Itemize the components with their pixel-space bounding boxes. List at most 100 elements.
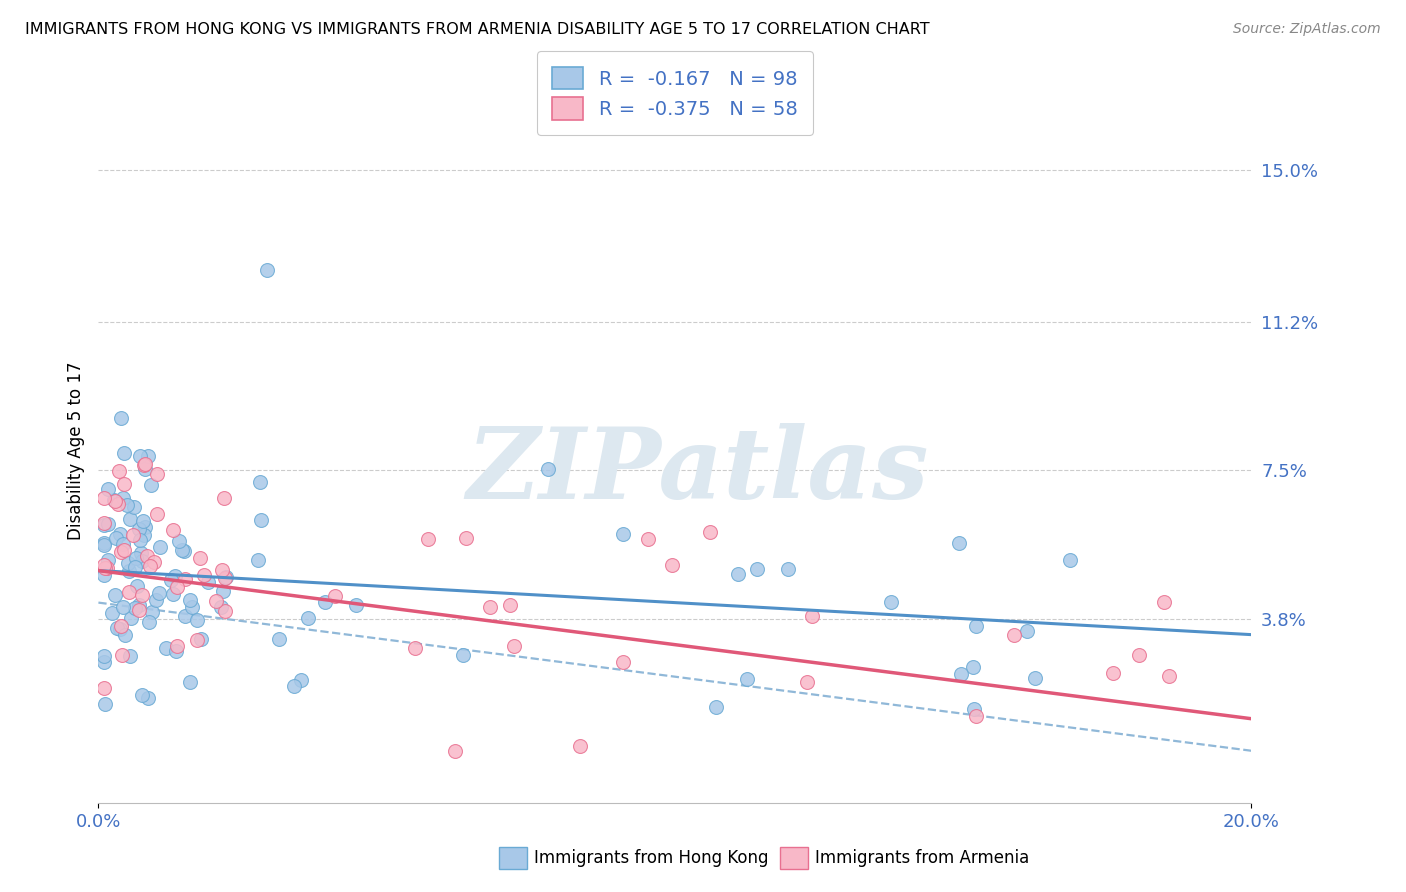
Point: [93, 516, 115, 530]
Point: [190, 632, 212, 646]
Point: [267, 632, 290, 647]
Point: [166, 640, 188, 654]
Point: [211, 562, 233, 576]
Point: [166, 580, 188, 594]
Point: [209, 599, 232, 614]
Point: [118, 512, 141, 526]
Text: ZIPatlas: ZIPatlas: [467, 424, 929, 520]
Point: [212, 491, 235, 506]
Point: [110, 648, 132, 662]
Point: [104, 494, 127, 508]
Point: [155, 640, 177, 655]
Point: [121, 528, 143, 542]
Point: [314, 595, 336, 609]
Point: [499, 598, 522, 612]
Point: [132, 515, 155, 529]
Point: [118, 585, 141, 599]
Point: [131, 588, 153, 602]
Point: [149, 541, 172, 555]
Point: [962, 702, 984, 716]
Point: [453, 648, 475, 662]
Point: [93, 538, 115, 552]
Point: [214, 571, 236, 585]
Point: [112, 600, 135, 615]
Point: [124, 601, 146, 615]
Point: [1159, 669, 1181, 683]
Point: [128, 523, 150, 537]
Point: [148, 585, 170, 599]
Point: [404, 640, 426, 655]
Point: [283, 679, 305, 693]
Text: IMMIGRANTS FROM HONG KONG VS IMMIGRANTS FROM ARMENIA DISABILITY AGE 5 TO 17 CORR: IMMIGRANTS FROM HONG KONG VS IMMIGRANTS …: [25, 22, 929, 37]
Point: [107, 497, 129, 511]
Point: [141, 605, 163, 619]
Point: [950, 666, 973, 681]
Point: [478, 600, 501, 615]
Point: [138, 615, 160, 629]
Legend: R =  -0.167   N = 98, R =  -0.375   N = 58: R = -0.167 N = 98, R = -0.375 N = 58: [537, 52, 813, 136]
Point: [165, 644, 187, 658]
Point: [179, 593, 201, 607]
Point: [962, 659, 984, 673]
Point: [93, 655, 115, 669]
Point: [129, 449, 152, 463]
Point: [745, 562, 768, 576]
Point: [134, 458, 156, 472]
Point: [110, 545, 132, 559]
Point: [162, 587, 184, 601]
Point: [124, 559, 146, 574]
Point: [96, 561, 118, 575]
Point: [880, 594, 903, 608]
Point: [124, 500, 146, 514]
Point: [101, 607, 124, 621]
Point: [211, 583, 233, 598]
Point: [112, 446, 135, 460]
Point: [735, 673, 758, 687]
Point: [93, 558, 115, 572]
Point: [134, 520, 156, 534]
Point: [444, 744, 467, 758]
Point: [125, 551, 148, 566]
Point: [118, 649, 141, 664]
Point: [1015, 624, 1038, 638]
Point: [727, 566, 749, 581]
Point: [128, 602, 150, 616]
Point: [193, 567, 215, 582]
Point: [418, 532, 440, 546]
Point: [205, 594, 228, 608]
Point: [181, 599, 204, 614]
Point: [188, 551, 211, 566]
Point: [165, 568, 187, 582]
Point: [661, 558, 683, 572]
Point: [1024, 671, 1046, 685]
Point: [290, 673, 312, 687]
Point: [637, 532, 659, 546]
Point: [948, 535, 970, 549]
Point: [179, 674, 201, 689]
Point: [145, 593, 167, 607]
Point: [132, 527, 155, 541]
Point: [117, 557, 139, 571]
Point: [256, 263, 278, 277]
Point: [704, 699, 727, 714]
Y-axis label: Disability Age 5 to 17: Disability Age 5 to 17: [66, 361, 84, 540]
Text: Immigrants from Armenia: Immigrants from Armenia: [815, 849, 1029, 867]
Point: [145, 507, 167, 521]
Point: [105, 621, 128, 635]
Point: [325, 590, 347, 604]
Point: [93, 518, 115, 533]
Point: [456, 531, 478, 545]
Point: [536, 462, 558, 476]
Point: [186, 613, 208, 627]
Point: [1128, 648, 1150, 662]
Point: [118, 564, 141, 578]
Point: [344, 599, 367, 613]
Point: [112, 491, 135, 505]
Point: [111, 537, 134, 551]
Point: [112, 476, 135, 491]
Point: [93, 491, 115, 506]
Point: [186, 632, 208, 647]
Point: [104, 588, 127, 602]
Point: [139, 478, 162, 492]
Point: [778, 562, 800, 576]
